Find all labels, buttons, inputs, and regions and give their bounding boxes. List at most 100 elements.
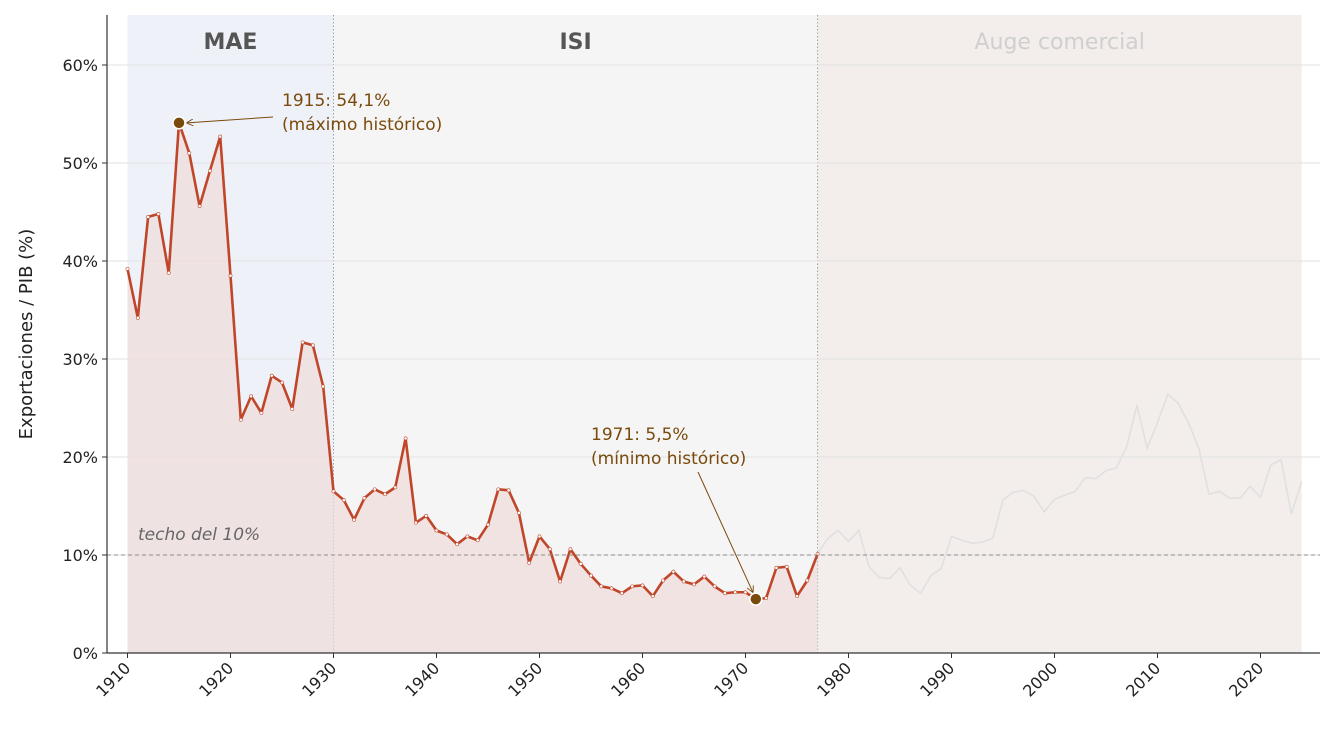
x-tick-label-11: 2020	[1225, 658, 1267, 700]
period-band-2	[817, 15, 1302, 653]
data-point-1936	[393, 485, 398, 490]
data-point-1949	[527, 560, 532, 565]
x-tick-label-1: 1920	[195, 658, 237, 700]
max-annotation-line2: (máximo histórico)	[282, 115, 442, 135]
data-point-1969	[733, 590, 738, 595]
min-annotation-line1: 1971: 5,5%	[591, 425, 689, 445]
data-point-1928	[310, 343, 315, 348]
series-points	[125, 120, 820, 602]
data-point-1950	[537, 534, 542, 539]
data-point-1974	[784, 564, 789, 569]
x-tick-label-2: 1930	[298, 658, 340, 700]
data-point-1924	[269, 373, 274, 378]
data-point-1912	[146, 214, 151, 219]
data-point-1913	[156, 212, 161, 216]
data-point-1916	[187, 151, 192, 156]
data-point-1973	[774, 565, 779, 570]
data-point-1953	[568, 547, 573, 552]
data-point-1948	[517, 510, 521, 515]
data-point-1947	[506, 488, 511, 493]
data-point-1926	[290, 407, 295, 411]
x-tick-label-9: 2000	[1019, 658, 1061, 700]
data-point-1951	[547, 547, 552, 552]
data-point-1976	[805, 578, 810, 583]
data-point-1919	[218, 134, 223, 139]
y-tick-label-0: 0%	[73, 644, 98, 663]
data-point-1933	[362, 496, 367, 501]
data-point-1955	[589, 573, 593, 578]
x-tick-label-8: 1990	[916, 658, 958, 700]
y-axis-title: Exportaciones / PIB (%)	[16, 229, 37, 440]
data-point-1935	[383, 492, 387, 497]
y-tick-label-2: 20%	[62, 448, 98, 467]
period-label-1: ISI	[559, 30, 591, 55]
data-point-1940	[434, 528, 439, 533]
y-tick-label-4: 40%	[62, 252, 98, 271]
data-point-1946	[496, 487, 501, 492]
period-bands: MAE ISI Auge comercial	[127, 15, 1302, 653]
x-tick-label-0: 1910	[92, 658, 134, 700]
y-tick-label-3: 30%	[62, 350, 98, 369]
data-point-1931	[341, 498, 346, 503]
data-point-1939	[424, 513, 429, 518]
data-point-1958	[620, 591, 624, 596]
data-point-1920	[228, 273, 233, 278]
data-point-1954	[578, 561, 583, 566]
data-point-1937	[403, 436, 408, 441]
data-point-1942	[455, 542, 460, 547]
data-point-1938	[413, 520, 418, 525]
max-annotation-line1: 1915: 54,1%	[282, 91, 390, 111]
data-point-1961	[650, 594, 655, 599]
reference-line-label: techo del 10%	[138, 525, 260, 545]
data-point-1965	[692, 582, 696, 587]
series-lines	[126, 121, 1303, 601]
min-annotation-arrow	[697, 471, 753, 592]
data-point-1932	[352, 517, 357, 522]
data-point-1918	[207, 168, 212, 173]
data-point-1967	[712, 584, 717, 589]
data-point-1923	[259, 410, 264, 415]
data-point-1956	[599, 584, 604, 589]
data-point-1970	[743, 590, 748, 595]
data-point-1975	[795, 594, 799, 599]
data-point-1921	[238, 417, 243, 422]
x-tick-label-10: 2010	[1122, 658, 1164, 700]
muted-series-line	[816, 392, 1303, 595]
reference-line-group: techo del 10%	[107, 525, 1320, 556]
data-point-1925	[280, 380, 284, 385]
data-point-1957	[609, 586, 614, 591]
data-point-1960	[640, 583, 645, 588]
data-point-1929	[321, 384, 326, 389]
data-point-1959	[630, 584, 635, 589]
data-point-1910	[125, 266, 130, 271]
x-tick-label-7: 1980	[813, 658, 855, 700]
data-point-1944	[475, 538, 480, 543]
x-tick-label-6: 1970	[710, 658, 752, 700]
data-point-1930	[331, 489, 336, 494]
data-point-1964	[681, 579, 686, 584]
main-series-line	[126, 121, 819, 601]
data-point-1927	[300, 340, 305, 345]
data-point-1945	[486, 522, 490, 527]
max-point-marker	[172, 116, 186, 130]
area-fill	[127, 122, 818, 653]
y-tick-label-6: 60%	[62, 56, 98, 75]
data-point-1962	[661, 578, 666, 583]
data-point-1917	[197, 204, 202, 209]
data-point-1968	[723, 591, 727, 596]
data-point-1952	[558, 579, 563, 584]
y-tick-label-1: 10%	[62, 546, 98, 565]
data-point-1943	[465, 534, 470, 539]
min-point-marker	[749, 592, 763, 606]
x-tick-label-5: 1960	[607, 658, 649, 700]
period-label-0: MAE	[204, 30, 258, 55]
main-series-area	[127, 122, 818, 653]
data-point-1966	[702, 574, 707, 579]
x-tick-label-4: 1950	[504, 658, 546, 700]
data-point-1922	[249, 394, 254, 399]
min-annotation-line2: (mínimo histórico)	[591, 449, 746, 469]
data-point-1941	[444, 532, 449, 537]
data-point-1963	[671, 569, 676, 574]
annotations: 1915: 54,1% (máximo histórico) 1971: 5,5% (…	[172, 91, 763, 606]
